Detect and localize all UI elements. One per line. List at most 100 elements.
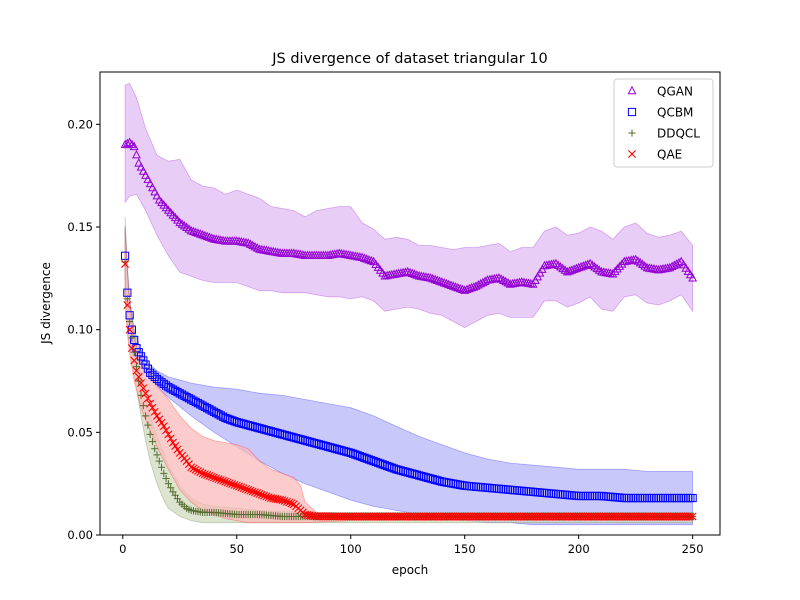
qae-marker xyxy=(205,471,214,480)
qgan-marker xyxy=(674,257,684,267)
qgan-marker xyxy=(136,162,146,171)
qae-marker xyxy=(141,389,150,398)
qcbm-marker xyxy=(127,325,137,334)
ddqcl-marker xyxy=(139,402,147,410)
qgan-marker xyxy=(503,277,513,287)
qae-marker xyxy=(228,480,237,489)
qgan-marker xyxy=(494,273,504,282)
x-tick-label: 50 xyxy=(229,542,244,556)
ddqcl-marker xyxy=(162,474,170,483)
qae-series xyxy=(121,259,697,521)
series-markers xyxy=(120,137,698,521)
qgan-marker xyxy=(501,276,511,286)
ddqcl-marker xyxy=(123,295,131,303)
qae-marker xyxy=(257,490,266,499)
qae-marker xyxy=(232,481,241,490)
qgan-marker xyxy=(246,239,255,248)
qae-marker xyxy=(164,430,173,439)
qcbm-marker xyxy=(688,493,697,503)
qae-marker xyxy=(143,394,152,403)
qgan-marker xyxy=(243,238,253,247)
qgan-marker xyxy=(250,241,260,251)
y-tick-label: 0.00 xyxy=(67,528,93,542)
qae-marker xyxy=(235,482,244,491)
qgan-marker xyxy=(583,259,593,268)
qae-marker xyxy=(125,325,134,334)
qae-marker xyxy=(127,344,136,353)
qae-marker xyxy=(209,473,218,482)
qcbm-marker xyxy=(141,360,150,369)
qgan-marker xyxy=(439,277,449,287)
plot-frame xyxy=(99,71,721,536)
qgan-marker xyxy=(451,282,461,291)
qae-marker xyxy=(196,468,205,477)
qae-marker xyxy=(276,495,285,504)
qcbm-marker xyxy=(132,344,141,353)
qgan-marker xyxy=(608,268,618,278)
qgan-marker xyxy=(148,182,157,192)
qae-marker xyxy=(241,485,250,493)
qgan-marker xyxy=(191,227,201,236)
ddqcl-marker xyxy=(153,451,161,459)
qae-marker xyxy=(212,474,221,483)
qae-marker xyxy=(150,407,159,416)
qcbm-series xyxy=(120,251,697,503)
x-tick-label: 250 xyxy=(682,542,704,556)
ddqcl-marker xyxy=(148,437,157,446)
qae-marker xyxy=(198,469,207,478)
qae-marker xyxy=(207,472,216,481)
qae-marker xyxy=(686,512,695,521)
qae-marker xyxy=(225,479,234,488)
qae-marker xyxy=(159,422,168,431)
qae-marker xyxy=(278,496,287,505)
legend-qcbm-label: QCBM xyxy=(657,106,693,120)
qgan-marker xyxy=(610,266,620,275)
legend-qae-label: QAE xyxy=(657,148,682,162)
ddqcl-marker xyxy=(146,430,154,438)
qae-marker xyxy=(146,399,155,408)
qae-marker xyxy=(203,471,212,480)
qgan-marker xyxy=(359,253,369,262)
qae-marker xyxy=(216,475,225,484)
qgan-marker xyxy=(204,232,214,241)
qae-marker xyxy=(287,499,296,508)
ddqcl-marker xyxy=(160,469,168,478)
x-tick-label: 0 xyxy=(119,542,126,556)
qae-marker xyxy=(262,492,271,501)
qgan-marker xyxy=(200,230,210,240)
qae-marker xyxy=(280,496,289,505)
y-tick-label: 0.10 xyxy=(67,323,93,337)
qgan-marker xyxy=(186,225,196,235)
qgan-marker xyxy=(428,273,438,283)
qgan-marker xyxy=(193,228,203,237)
confidence-bands xyxy=(124,82,693,526)
qgan-marker xyxy=(134,158,144,167)
ddqcl-marker xyxy=(141,412,150,420)
qae-marker xyxy=(264,493,273,502)
qcbm-marker xyxy=(130,335,139,345)
qgan-marker xyxy=(407,268,417,278)
qgan-marker xyxy=(364,254,374,264)
qgan-marker xyxy=(615,261,625,271)
qgan-marker xyxy=(435,276,445,285)
qae-marker xyxy=(134,372,143,381)
qgan-marker xyxy=(437,277,447,286)
chart-title: JS divergence of dataset triangular 10 xyxy=(271,51,547,67)
legend-qgan-label: QGAN xyxy=(657,85,693,99)
qae-marker xyxy=(132,366,141,375)
qgan-marker xyxy=(248,240,258,250)
y-axis-ticks: 0.00 0.05 0.10 0.15 0.20 xyxy=(67,117,100,542)
qgan-marker xyxy=(403,266,413,276)
qgan-marker xyxy=(357,252,367,262)
x-tick-label: 100 xyxy=(340,542,362,556)
qgan-marker xyxy=(152,190,162,200)
qgan-marker xyxy=(688,273,698,282)
qgan-marker xyxy=(405,267,415,277)
ddqcl-marker xyxy=(164,480,172,488)
legend-qcbm-marker xyxy=(627,107,637,117)
qgan-confidence-band xyxy=(124,82,693,329)
qgan-marker xyxy=(122,138,132,148)
legend-ddqcl-marker xyxy=(628,129,636,137)
qgan-marker xyxy=(366,255,376,265)
qae-marker xyxy=(219,476,228,485)
